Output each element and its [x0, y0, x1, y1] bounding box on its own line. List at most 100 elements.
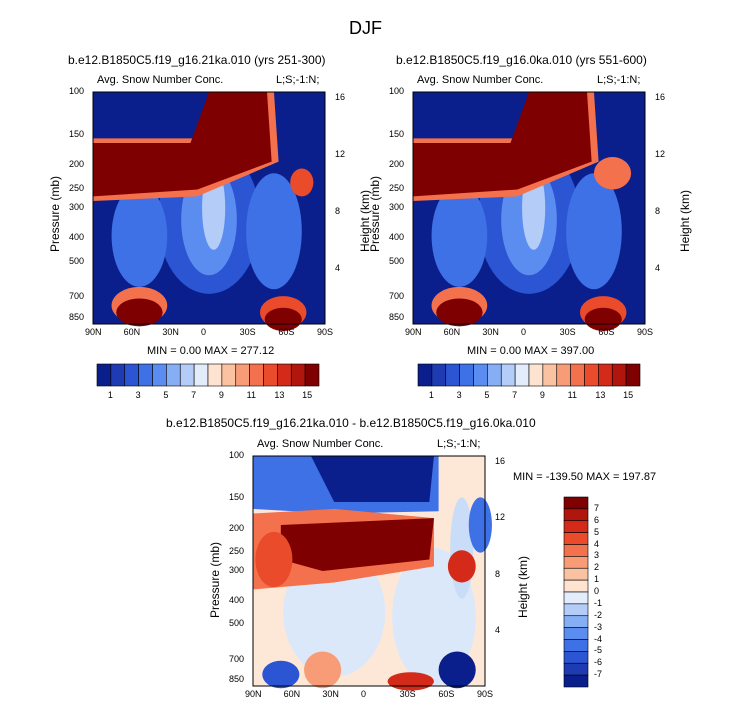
- right-variable-label: Avg. Snow Number Conc.: [417, 74, 544, 86]
- colorbar-box: [563, 603, 589, 617]
- x-tick-label: 60S: [438, 689, 455, 699]
- field-blob: [431, 184, 488, 287]
- y2-tick-label: 8: [655, 205, 661, 216]
- right-stats: MIN = 0.00 MAX = 397.00: [467, 345, 595, 357]
- x-tick-label: 90N: [405, 327, 422, 337]
- colorbar-tick-label: 7: [594, 502, 600, 513]
- colorbar-box: [563, 651, 589, 664]
- field-blob: [447, 550, 476, 583]
- field-blob: [436, 298, 483, 327]
- x-tick-label: 60S: [598, 327, 615, 337]
- x-tick-label: 30S: [559, 327, 576, 337]
- colorbar-box: [277, 363, 292, 387]
- colorbar-box: [563, 496, 589, 510]
- colorbar-box: [563, 544, 589, 557]
- colorbar-tick-label: 7: [191, 390, 197, 400]
- y-tick-label: 700: [69, 291, 85, 302]
- colorbar-tick-label: 1: [594, 574, 600, 585]
- x-tick-label: 60N: [123, 327, 141, 337]
- right-panel-title: b.e12.B1850C5.f19_g16.0ka.010 (yrs 551-6…: [396, 53, 647, 67]
- left-variable-label: Avg. Snow Number Conc.: [97, 74, 224, 86]
- colorbar-box: [290, 363, 306, 387]
- y2-tick-label: 12: [335, 148, 346, 159]
- left-colorbar: [96, 363, 320, 387]
- x-tick-label: 0: [521, 327, 527, 337]
- y-tick-label: 100: [389, 86, 405, 96]
- x-tick-label: 30N: [162, 327, 179, 337]
- y-tick-label: 200: [389, 159, 405, 170]
- colorbar-tick-label: -5: [594, 645, 603, 656]
- colorbar-tick-label: 9: [218, 390, 224, 400]
- plot-frame: [412, 91, 646, 325]
- colorbar-box: [179, 363, 195, 387]
- x-tick-label: 60N: [443, 327, 461, 337]
- colorbar-tick-label: 5: [484, 390, 490, 400]
- diff-variable-label: Avg. Snow Number Conc.: [257, 438, 384, 450]
- y-tick-label: 400: [229, 595, 245, 606]
- colorbar-tick-label: 6: [594, 514, 600, 525]
- colorbar-box: [473, 363, 488, 387]
- y2-tick-label: 12: [655, 148, 666, 159]
- field-blob: [593, 156, 632, 190]
- field-blob: [255, 531, 293, 588]
- colorbar-tick-label: 11: [246, 390, 256, 400]
- field-blob: [387, 672, 434, 691]
- y-tick-label: 300: [389, 202, 405, 212]
- y-tick-label: 300: [229, 565, 245, 575]
- colorbar-tick-label: 0: [594, 586, 600, 596]
- x-tick-label: 30S: [239, 327, 256, 337]
- colorbar-tick-label: 1: [428, 390, 434, 400]
- right-colorbar: [417, 363, 641, 387]
- y-tick-label: 300: [69, 202, 85, 212]
- colorbar-box: [249, 363, 264, 387]
- left-units-label: L;S;-1:N;: [276, 74, 320, 86]
- colorbar-box: [563, 508, 589, 522]
- colorbar-tick-label: -3: [594, 621, 603, 632]
- colorbar-box: [431, 363, 447, 387]
- right-y2label: Height (km): [678, 189, 692, 252]
- y-tick-label: 150: [389, 128, 405, 139]
- y-tick-label: 500: [69, 255, 85, 266]
- diff-colorbar: [563, 496, 589, 688]
- field-core: [93, 92, 272, 197]
- colorbar-box: [445, 363, 460, 387]
- figure-title: DJF: [349, 18, 382, 38]
- y2-tick-label: 8: [335, 205, 341, 216]
- y-tick-label: 700: [229, 653, 245, 664]
- colorbar-box: [124, 363, 139, 387]
- colorbar-box: [542, 363, 558, 387]
- diff-stats: MIN = -139.50 MAX = 197.87: [513, 471, 657, 483]
- colorbar-box: [207, 363, 223, 387]
- left-panel-title: b.e12.B1850C5.f19_g16.21ka.010 (yrs 251-…: [68, 53, 326, 67]
- colorbar-box: [152, 363, 167, 387]
- colorbar-box: [570, 363, 585, 387]
- y-tick-label: 700: [389, 291, 405, 302]
- x-tick-label: 90S: [477, 689, 494, 699]
- diff-y2label: Height (km): [516, 555, 530, 618]
- field-core: [280, 518, 434, 571]
- colorbar-box: [487, 363, 502, 387]
- colorbar-box: [625, 363, 641, 387]
- colorbar-tick-label: 5: [163, 390, 169, 400]
- colorbar-box: [563, 532, 589, 545]
- y2-tick-label: 12: [495, 512, 506, 523]
- colorbar-box: [556, 363, 571, 387]
- colorbar-tick-label: 13: [274, 390, 285, 400]
- x-tick-label: 0: [201, 327, 207, 337]
- colorbar-tick-label: 3: [456, 390, 462, 400]
- colorbar-box: [110, 363, 126, 387]
- colorbar-tick-label: -4: [594, 633, 603, 644]
- field-core: [413, 92, 592, 197]
- y-tick-label: 200: [69, 159, 85, 170]
- colorbar-tick-label: -6: [594, 657, 603, 668]
- y2-tick-label: 16: [335, 91, 346, 102]
- right-contour-plot: [412, 91, 646, 331]
- colorbar-box: [193, 363, 209, 387]
- field-blob: [584, 307, 622, 331]
- x-tick-label: 30N: [482, 327, 499, 337]
- colorbar-tick-label: 5: [594, 526, 600, 537]
- colorbar-box: [304, 363, 320, 387]
- field-blob: [111, 184, 168, 287]
- y-tick-label: 500: [229, 618, 245, 629]
- colorbar-box: [563, 520, 589, 533]
